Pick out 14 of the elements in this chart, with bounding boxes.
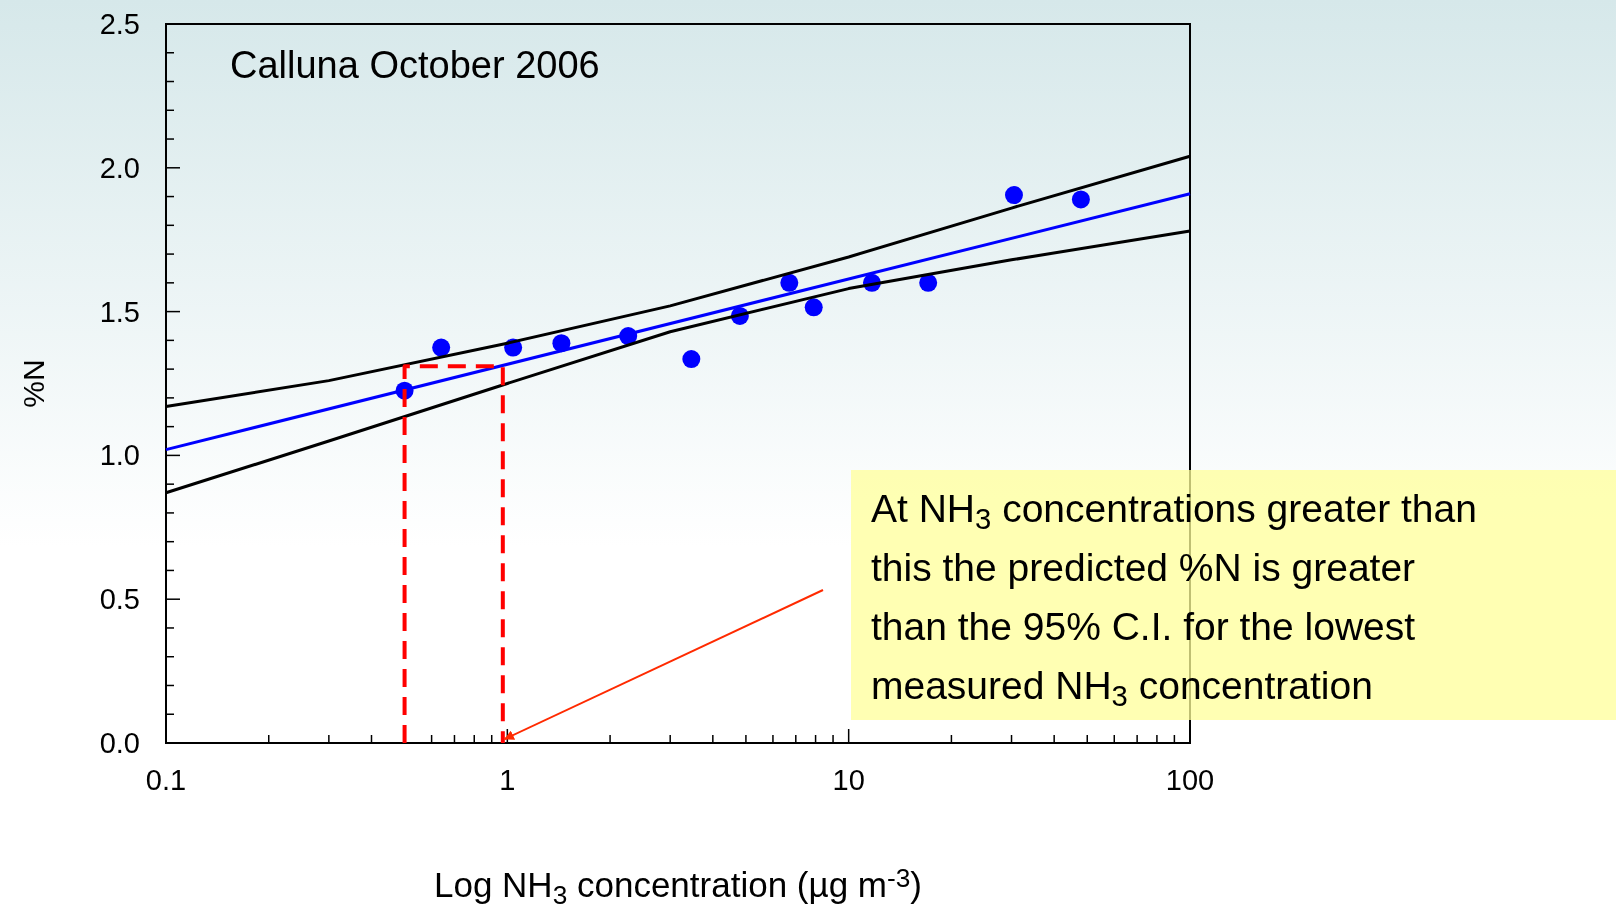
x-tick-label: 0.1 bbox=[145, 764, 187, 796]
annotation: At NH$_{3}$ concentrations greater than this the predicted %N is greater than the 95% C.I. for the lowest measured NH$_{3}$ concentration bbox=[871, 487, 1488, 713]
y-tick-label: 1.0 bbox=[99, 439, 140, 472]
y-tick-label: 1.5 bbox=[99, 295, 140, 328]
x-tick-label: 1 bbox=[499, 764, 516, 796]
text: Calluna October 2006 bbox=[230, 44, 600, 86]
y-tick-label: 0.5 bbox=[99, 583, 140, 616]
x-tick-label: 100 bbox=[1165, 764, 1215, 796]
x-tick-label: 10 bbox=[832, 764, 865, 796]
y-tick-label: 2.0 bbox=[99, 151, 140, 184]
y-axis-title: %N bbox=[17, 359, 50, 408]
y-tick-label: 2.5 bbox=[99, 8, 140, 40]
y-tick-label: 0.0 bbox=[99, 727, 140, 759]
x-axis-title: Log NH$_{3}$ concentration (µg m$^{-3}$) bbox=[433, 862, 923, 910]
